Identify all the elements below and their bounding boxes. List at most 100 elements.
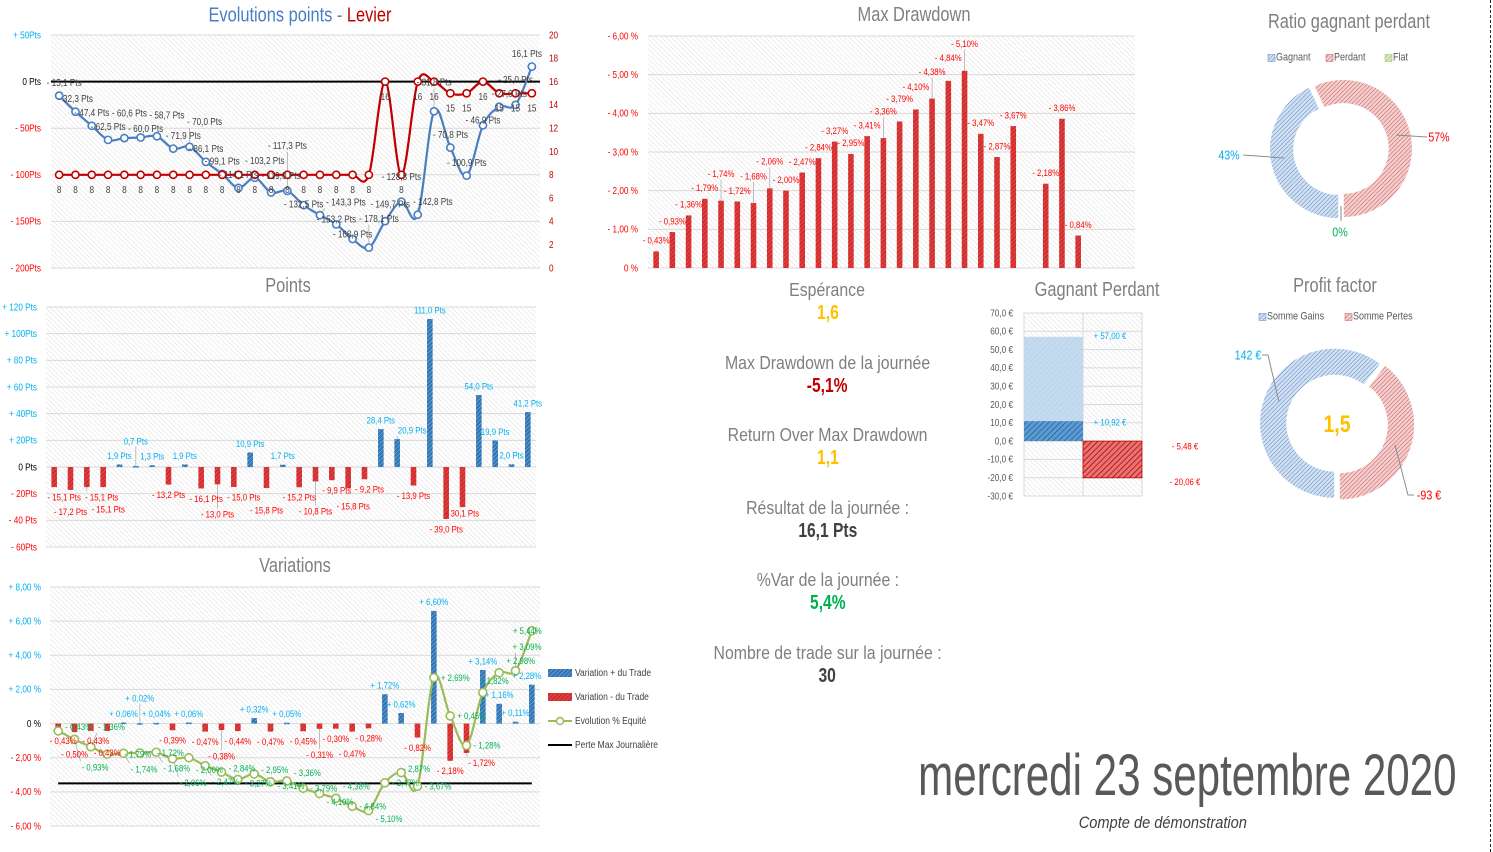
equity-label: + 0,45% [457, 710, 486, 721]
equity-label: - 1,68% [163, 763, 190, 774]
points-marker [478, 120, 488, 130]
y-right-tick-label: 4 [549, 216, 554, 227]
y-tick-label: - 3,00 % [608, 147, 638, 158]
levier-marker [380, 77, 390, 86]
variation-bar-label: + 0,05% [272, 708, 301, 719]
slice-value-label: 43% [1218, 147, 1240, 162]
variation-bar-positive [496, 703, 502, 724]
levier-label: 16 [430, 91, 439, 102]
drawdown-bar-label: - 2,00% [773, 174, 800, 185]
drawdown-bar-label: - 3,27% [821, 125, 848, 136]
y-right-tick-label: 16 [549, 76, 558, 87]
legend-label: Perdant [1334, 52, 1366, 64]
variation-bar-negative [349, 723, 355, 732]
y-left-tick-label: + 50Pts [13, 30, 41, 41]
points-marker [494, 102, 504, 112]
points-cumulative-label: - 178,1 Pts [359, 213, 399, 224]
y-tick-label: + 4,00 % [8, 650, 41, 661]
stat-value: 1,6 [816, 302, 839, 324]
points-cumulative-label: - 15,1 Pts [47, 77, 82, 88]
points-cumulative-label: - 27,0 Pts [492, 88, 527, 99]
y-left-tick-label: - 200Pts [11, 263, 42, 274]
variation-bar-label: + 0,32% [240, 704, 269, 715]
drawdown-bar [1042, 183, 1049, 268]
y-tick-label: - 4,00 % [608, 108, 638, 119]
equity-marker [184, 752, 194, 763]
leader-line [1395, 134, 1428, 138]
y-right-tick-label: 6 [549, 193, 554, 204]
equity-label: - 2,47% [212, 776, 239, 787]
levier-marker [331, 170, 341, 180]
drawdown-bar-label: - 3,79% [886, 93, 913, 104]
drawdown-bar-label: - 3,67% [1000, 110, 1027, 121]
equity-marker [429, 672, 439, 683]
equity-label: - 3,36% [294, 767, 321, 778]
points-marker [54, 91, 64, 101]
levier-label: 8 [253, 184, 258, 195]
stat-nombre-trades: Nombre de trade sur la journée : 30 [690, 642, 965, 715]
points-marker [152, 131, 162, 141]
points-bar-negative [67, 467, 74, 490]
variation-bar-label: - 0,28% [355, 733, 382, 744]
equity-marker [527, 625, 537, 636]
chart-title-separator: - [332, 3, 347, 26]
statistics-panel: Espérance 1,6 Max Drawdown de la journée… [690, 279, 965, 714]
variation-bar-label: - 1,72% [468, 757, 495, 768]
variation-bar-label: + 0,02% [125, 693, 154, 704]
equity-marker [494, 667, 504, 678]
levier-marker [266, 170, 276, 180]
drawdown-bar [994, 157, 1000, 268]
levier-marker [315, 170, 325, 180]
variation-bar-positive [284, 722, 290, 725]
points-bar-label: - 13,9 Pts [397, 490, 431, 501]
points-marker [185, 142, 194, 152]
points-marker [348, 234, 357, 244]
drawdown-bar [766, 188, 773, 268]
label-leaders [720, 49, 965, 204]
points-bar-label: 1,9 Pts [173, 450, 198, 461]
points-bar-negative [329, 467, 335, 481]
variation-bar-label: - 0,47% [339, 748, 366, 759]
variation-bar-positive [382, 694, 388, 724]
points-marker [445, 143, 455, 152]
levier-label: 8 [155, 184, 160, 195]
y-right-tick-label: 18 [549, 53, 558, 64]
points-bar-label: - 13,0 Pts [201, 509, 235, 520]
equity-label: - 3,47% [392, 777, 419, 788]
variation-bar-negative [333, 723, 339, 729]
variation-bar-label: + 0,04% [142, 708, 171, 719]
points-bar-negative [361, 467, 368, 480]
y-tick-label: - 20Pts [11, 488, 37, 499]
levier-label: 15 [527, 103, 536, 114]
drawdown-bar-label: - 1,68% [740, 171, 767, 182]
drawdown-bar [783, 190, 789, 268]
levier-label: 8 [204, 184, 209, 195]
drawdown-bar [799, 172, 806, 268]
levier-label: 15 [446, 103, 455, 114]
chart-title: Points [265, 274, 311, 297]
drawdown-bar-label: - 2,06% [756, 156, 783, 167]
points-bar-negative [165, 467, 172, 485]
points-bar-positive [182, 464, 188, 467]
points-bar-label: 28,4 Pts [367, 415, 396, 426]
variations-chart: Variations + 8,00 % + 6,00 % + 4,00 % + 2,00… [8, 554, 658, 832]
points-bar-label: - 15,1 Pts [85, 492, 119, 503]
points-cumulative-label: - 32,3 Pts [58, 93, 93, 104]
drawdown-bar-label: - 1,79% [691, 182, 718, 193]
equity-marker [69, 734, 80, 745]
points-bar-label: 54,0 Pts [465, 381, 494, 392]
points-cumulative-label: - 142,8 Pts [413, 196, 453, 207]
points-cumulative-label: - 62,5 Pts [91, 121, 126, 132]
points-cumulative-label: - 86,1 Pts [188, 143, 223, 154]
levier-label: 8 [367, 184, 372, 195]
variation-bar-label: + 0,06% [174, 708, 203, 719]
points-bar-label: - 15,1 Pts [92, 504, 126, 515]
variation-bar-negative [300, 723, 306, 732]
y-tick-label: 0 % [27, 718, 41, 729]
perte-moyenne-label: - 5,48 € [1172, 441, 1199, 452]
points-cumulative-label: - 149,7 Pts [370, 199, 410, 210]
donut-slice [1269, 86, 1339, 219]
equity-marker [461, 740, 472, 751]
legend-icon [1267, 54, 1276, 62]
variation-bar-positive [512, 721, 519, 724]
